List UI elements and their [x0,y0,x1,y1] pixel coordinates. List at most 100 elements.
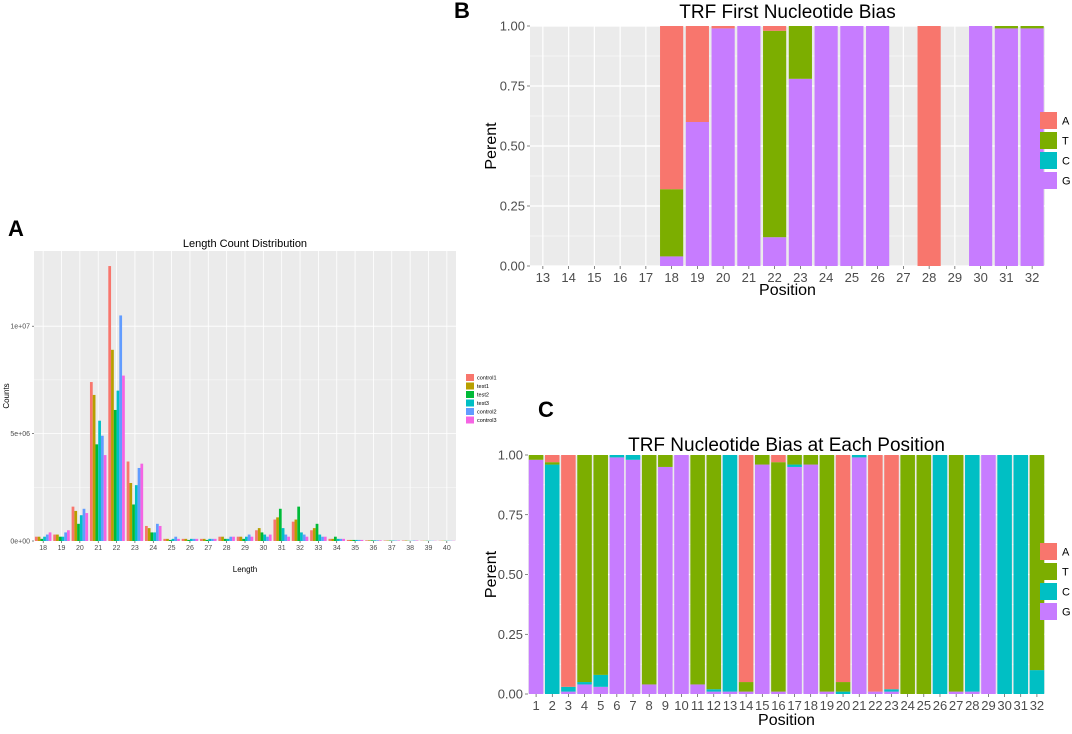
bar-T [544,462,560,465]
x-tick-label: 18 [804,698,818,713]
bar-control2 [64,532,68,541]
legend-swatch-test1 [466,382,474,390]
bar-control3 [140,463,144,541]
bar-control2 [137,467,141,541]
bar-test1 [74,510,78,541]
legend-label-T: T [1062,135,1069,147]
bar-control1 [310,530,313,541]
x-tick-label: 13 [536,270,550,285]
bar-G [969,26,993,266]
bar-test3 [245,536,248,541]
chart-a-title: Length Count Distribution [183,238,307,250]
bar-C [609,455,625,458]
bar-control1 [346,539,350,541]
bar-control1 [200,538,203,541]
bar-G [965,691,980,694]
bar-test1 [239,536,243,541]
bar-G [690,684,705,694]
x-tick-label: 8 [646,698,653,713]
bar-C [706,689,722,692]
bar-G [528,459,544,694]
bar-G [994,28,1018,267]
x-tick-label: 38 [406,545,414,552]
bar-test1 [276,517,279,541]
bar-control2 [266,536,269,541]
x-tick-label: 9 [662,698,669,713]
bar-G [981,455,996,694]
x-tick-label: 36 [370,545,378,552]
bar-control2 [100,435,104,541]
x-tick-label: 30 [259,545,267,552]
x-tick-label: 31 [999,270,1013,285]
x-tick-label: 23 [793,270,807,285]
bar-G [1020,28,1044,267]
legend-swatch-control1 [466,374,474,381]
bar-T [641,455,657,685]
x-tick-label: 16 [613,270,627,285]
bar-control1 [163,538,167,541]
y-tick-label: 5e+06 [10,431,30,438]
bar-test2 [315,523,319,541]
bar-T [787,455,802,465]
bar-G [771,691,786,694]
bar-control2 [119,315,123,541]
chart-length-count: 0e+00 5e+06 1e+07 18 19 20 21 22 23 24 25 26 27 28 29… [2,238,497,574]
legend-label-control2: control2 [477,409,497,415]
legend-swatch-control3 [466,416,474,424]
chart-b-y-axis-label: Perent [483,122,500,170]
bar-test1 [257,528,261,541]
x-tick-label: 21 [94,545,102,552]
y-tick-label: 1e+07 [10,324,30,331]
bar-control1 [71,506,75,541]
x-tick-label: 30 [997,698,1011,713]
bar-test2 [58,536,62,541]
legend-swatch-test2 [466,391,474,398]
bar-test2 [260,532,264,541]
x-tick-label: 3 [565,698,572,713]
bar-G [641,684,657,694]
bar-G [763,237,787,266]
bar-T [754,455,770,465]
bar-T [593,455,608,675]
x-tick-label: 20 [716,270,730,285]
bar-control1 [108,266,112,541]
x-tick-label: 19 [58,545,66,552]
bar-control3 [360,539,364,541]
bar-control3 [177,538,180,541]
x-tick-label: 29 [981,698,995,713]
legend-swatch-C [1040,583,1057,600]
chart-c-y-axis-label: Perent [483,550,500,598]
bar-control2 [247,534,251,541]
bar-control2 [302,534,306,541]
legend-swatch-test3 [466,399,474,407]
x-tick-label: 19 [690,270,704,285]
x-tick-label: 27 [896,270,910,285]
x-tick-label: 14 [739,698,753,713]
bar-test2 [223,538,227,541]
bar-C [593,674,608,687]
bar-control1 [53,534,57,541]
x-tick-label: 21 [742,270,756,285]
bar-test1 [331,538,334,541]
legend-swatch-A [1040,112,1057,129]
x-tick-label: 25 [917,698,931,713]
bar-control3 [268,534,272,541]
bar-G [803,464,819,694]
bar-A [685,26,709,122]
x-tick-label: 20 [836,698,850,713]
bar-test3 [43,536,46,541]
x-tick-label: 35 [351,545,359,552]
x-tick-label: 15 [587,270,601,285]
x-tick-label: 23 [131,545,139,552]
bar-G [754,464,770,694]
legend-swatch-C [1040,152,1057,169]
bar-A [917,26,941,266]
bar-control3 [378,540,382,541]
bar-test3 [373,540,377,541]
bar-control3 [195,538,199,541]
bar-T [706,455,722,690]
bar-C [561,686,576,692]
bar-control1 [236,536,240,541]
bar-control2 [156,523,159,541]
bar-C [625,455,641,460]
